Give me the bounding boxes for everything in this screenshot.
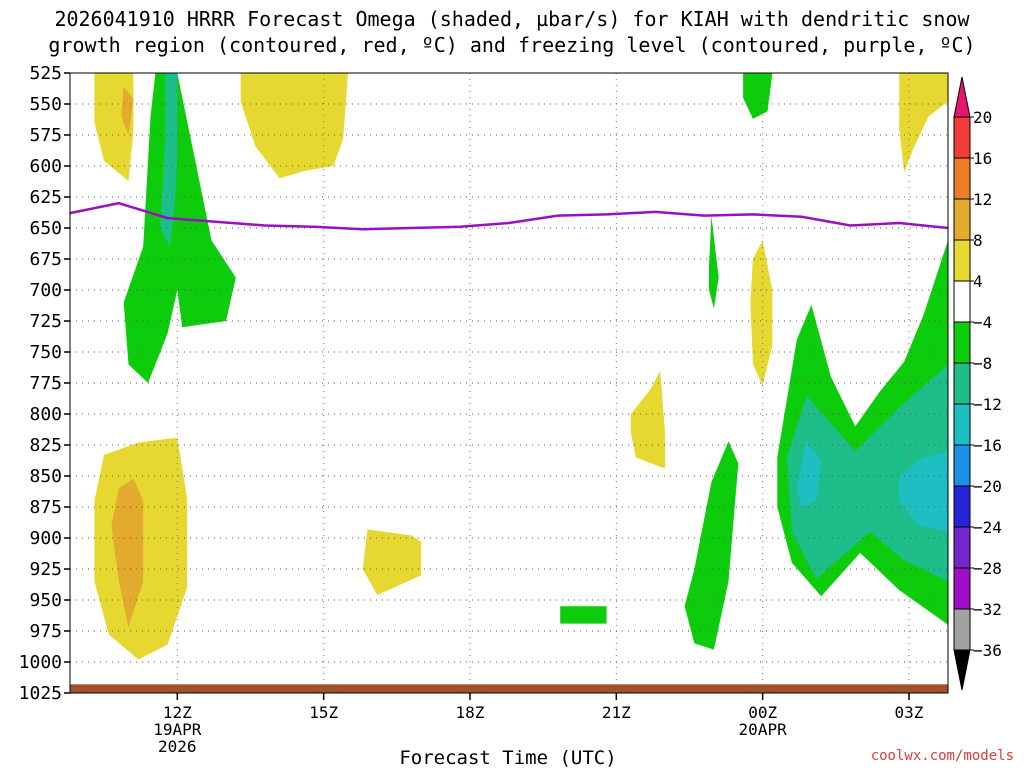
ytick-label-725: 725 bbox=[29, 311, 62, 332]
freezing-level-contour bbox=[69, 201, 949, 231]
colorbar-bin-9 bbox=[953, 444, 971, 487]
ytick-label-900: 900 bbox=[29, 528, 62, 549]
colorbar-label-0: 20 bbox=[973, 108, 992, 127]
terrain-strip bbox=[70, 684, 948, 693]
omega-region-17 bbox=[796, 441, 822, 507]
colorbar-label-4: 4 bbox=[973, 272, 983, 291]
xtick-year-12Z: 2026 bbox=[158, 737, 197, 756]
terrain-ground-layer bbox=[70, 684, 948, 693]
ytick-label-825: 825 bbox=[29, 435, 62, 456]
credit-text: coolwx.com/models bbox=[870, 748, 1014, 764]
ytick-label-1000: 1000 bbox=[19, 652, 62, 673]
ytick-label-675: 675 bbox=[29, 249, 62, 270]
chart-title: 2026041910 HRRR Forecast Omega (shaded, … bbox=[0, 6, 1024, 58]
colorbar-bin-7 bbox=[953, 362, 971, 405]
ytick-label-600: 600 bbox=[29, 156, 62, 177]
omega-region-8 bbox=[560, 606, 607, 624]
colorbar-bottom-arrow bbox=[953, 649, 971, 691]
colorbar-label-10: −24 bbox=[973, 518, 1002, 537]
colorbar-top-arrow bbox=[953, 76, 971, 118]
omega-region-13 bbox=[899, 73, 948, 173]
omega-region-4 bbox=[240, 73, 348, 179]
omega-region-12 bbox=[750, 240, 773, 386]
xtick-label-03Z: 03Z bbox=[895, 703, 924, 722]
ytick-label-575: 575 bbox=[29, 125, 62, 146]
gridlines bbox=[70, 73, 948, 693]
colorbar-label-6: −8 bbox=[973, 354, 992, 373]
ytick-label-950: 950 bbox=[29, 590, 62, 611]
colorbar-bin-6 bbox=[953, 321, 971, 364]
omega-region-9 bbox=[630, 370, 666, 469]
ytick-label-525: 525 bbox=[29, 63, 62, 84]
colorbar-label-12: −32 bbox=[973, 600, 1002, 619]
ytick-label-700: 700 bbox=[29, 280, 62, 301]
y-axis-pressure: 525 550 575 600 625 650 675 700 725 750 775 800 825 8… bbox=[19, 63, 70, 704]
colorbar-bin-5 bbox=[953, 280, 971, 323]
ytick-label-750: 750 bbox=[29, 342, 62, 363]
ytick-label-975: 975 bbox=[29, 621, 62, 642]
colorbar-label-11: −28 bbox=[973, 559, 1002, 578]
ytick-label-875: 875 bbox=[29, 497, 62, 518]
colorbar-label-13: −36 bbox=[973, 641, 1002, 660]
title-line-2: growth region (contoured, red, ºC) and f… bbox=[48, 33, 976, 57]
freezing-level-line bbox=[69, 201, 949, 231]
colorbar-label-8: −16 bbox=[973, 436, 1002, 455]
omega-region-14 bbox=[684, 441, 739, 650]
omega-region-3 bbox=[160, 73, 178, 247]
omega-region-7 bbox=[362, 529, 422, 595]
omega-region-6 bbox=[111, 478, 144, 628]
colorbar-bin-1 bbox=[953, 116, 971, 159]
colorbar-label-1: 16 bbox=[973, 149, 992, 168]
colorbar-bin-10 bbox=[953, 485, 971, 528]
colorbar-label-2: 12 bbox=[973, 190, 992, 209]
colorbar-bin-11 bbox=[953, 526, 971, 569]
omega-region-1 bbox=[121, 86, 134, 135]
colorbar-bin-3 bbox=[953, 198, 971, 241]
colorbar-legend: 20 16 12 8 4 −4 −8 −12 −16 −20 −24 −28 −32 −36 bbox=[953, 76, 1002, 691]
colorbar-label-9: −20 bbox=[973, 477, 1002, 496]
omega-region-10 bbox=[709, 215, 719, 309]
colorbar-bin-8 bbox=[953, 403, 971, 446]
omega-shaded-regions bbox=[94, 73, 948, 660]
xtick-label-12Z: 12Z bbox=[163, 703, 192, 722]
colorbar-bin-4 bbox=[953, 239, 971, 282]
title-line-1: 2026041910 HRRR Forecast Omega (shaded, … bbox=[54, 7, 970, 31]
omega-region-11 bbox=[743, 73, 773, 119]
colorbar-label-5: −4 bbox=[973, 313, 992, 332]
omega-region-18 bbox=[899, 451, 948, 532]
xtick-label-21Z: 21Z bbox=[602, 703, 631, 722]
x-axis-label: Forecast Time (UTC) bbox=[399, 747, 616, 768]
colorbar-bin-12 bbox=[953, 567, 971, 610]
xtick-label-00Z: 00Z bbox=[748, 703, 777, 722]
ytick-label-550: 550 bbox=[29, 94, 62, 115]
ytick-label-925: 925 bbox=[29, 559, 62, 580]
ytick-label-625: 625 bbox=[29, 187, 62, 208]
ytick-label-775: 775 bbox=[29, 373, 62, 394]
colorbar-bin-2 bbox=[953, 157, 971, 200]
omega-region-16 bbox=[787, 364, 948, 582]
omega-region-2 bbox=[123, 73, 236, 383]
ytick-label-800: 800 bbox=[29, 404, 62, 425]
xtick-label-18Z: 18Z bbox=[456, 703, 485, 722]
xtick-date-12Z: 19APR bbox=[153, 720, 202, 739]
ytick-label-650: 650 bbox=[29, 218, 62, 239]
colorbar-bin-13 bbox=[953, 608, 971, 651]
xtick-label-15Z: 15Z bbox=[309, 703, 338, 722]
ytick-label-850: 850 bbox=[29, 466, 62, 487]
colorbar-label-3: 8 bbox=[973, 231, 983, 250]
ytick-label-1025: 1025 bbox=[19, 683, 62, 704]
colorbar-label-7: −12 bbox=[973, 395, 1002, 414]
xtick-date-00Z: 20APR bbox=[739, 720, 788, 739]
